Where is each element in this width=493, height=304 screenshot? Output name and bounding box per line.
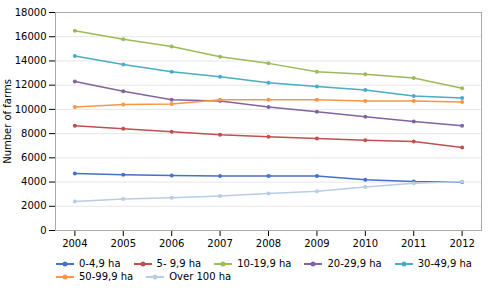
svg-text:18000: 18000	[15, 7, 47, 18]
svg-text:2005: 2005	[111, 238, 136, 249]
svg-text:2011: 2011	[401, 238, 426, 249]
svg-text:0: 0	[40, 225, 46, 236]
svg-text:6000: 6000	[21, 152, 46, 163]
html-text:Over 100 ha: Over 100 ha	[169, 271, 232, 282]
svg-text:4000: 4000	[21, 176, 46, 187]
html-text:30-49,9 ha: 30-49,9 ha	[417, 258, 472, 269]
svg-text:2007: 2007	[207, 238, 232, 249]
svg-text:Number of farms: Number of farms	[2, 79, 13, 164]
svg-text:10000: 10000	[15, 104, 47, 115]
svg-text:8000: 8000	[21, 128, 46, 139]
html-text:10-19,9 ha: 10-19,9 ha	[237, 258, 292, 269]
html-text:20-29,9 ha: 20-29,9 ha	[327, 258, 382, 269]
svg-text:2008: 2008	[256, 238, 281, 249]
html-text:50-99,9 ha: 50-99,9 ha	[79, 271, 134, 282]
html-text:0-4,9 ha: 0-4,9 ha	[79, 258, 121, 269]
svg-text:2010: 2010	[353, 238, 378, 249]
html-text:5- 9,9 ha: 5- 9,9 ha	[156, 258, 202, 269]
svg-text:14000: 14000	[15, 55, 47, 66]
svg-text:2006: 2006	[159, 238, 184, 249]
svg-text:16000: 16000	[15, 31, 47, 42]
svg-text:2012: 2012	[449, 238, 474, 249]
svg-text:12000: 12000	[15, 79, 47, 90]
svg-text:2009: 2009	[304, 238, 329, 249]
svg-text:2004: 2004	[62, 238, 87, 249]
svg-text:2000: 2000	[21, 200, 46, 211]
